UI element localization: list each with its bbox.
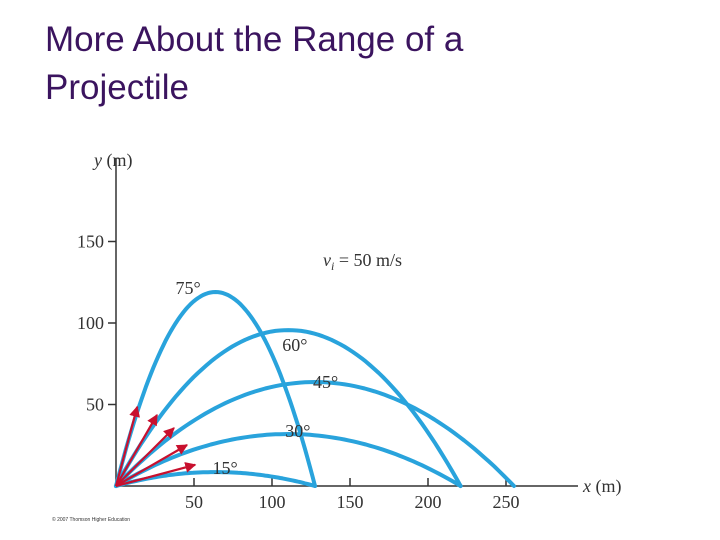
slide-title-line-2: Projectile — [45, 68, 189, 107]
angle-label-15: 15° — [213, 458, 238, 478]
x-tick-label: 150 — [337, 492, 364, 512]
initial-speed-annotation: vi = 50 m/s — [323, 250, 402, 273]
x-tick-label: 100 — [259, 492, 286, 512]
y-tick-label: 100 — [77, 313, 104, 333]
initial-speed-subscript: i — [331, 259, 334, 273]
angle-label-60: 60° — [282, 335, 307, 355]
x-tick-label: 250 — [493, 492, 520, 512]
angle-labels: 75° 60° 45° 30° 15° — [176, 278, 339, 478]
x-axis-unit: (m) — [596, 476, 622, 497]
y-axis-symbol: y — [92, 150, 102, 170]
launch-arrow-45-deg — [115, 427, 175, 487]
angle-label-45: 45° — [313, 372, 338, 392]
trajectory-60-deg — [114, 328, 463, 488]
angle-label-75: 75° — [176, 278, 201, 298]
y-tick-label: 150 — [77, 232, 104, 252]
y-tick-label: 50 — [86, 395, 104, 415]
trajectory-curves — [114, 290, 516, 488]
angle-label-30: 30° — [285, 421, 310, 441]
launch-arrow-60-deg — [115, 414, 158, 487]
x-tick-label: 50 — [185, 492, 203, 512]
launch-arrows — [114, 405, 197, 488]
initial-speed-symbol: v — [323, 250, 331, 270]
y-axis-label: y (m) — [92, 150, 133, 171]
launch-arrow-75-deg — [114, 405, 140, 487]
initial-speed-value: = 50 m/s — [334, 250, 402, 270]
launch-arrow-15-deg — [115, 462, 197, 488]
x-tick-label: 200 — [415, 492, 442, 512]
slide-title-line-1: More About the Range of a — [45, 20, 464, 59]
launch-arrow-30-deg — [115, 444, 188, 487]
axis-ticks: 50 100 150 200 250 50 100 150 — [77, 232, 520, 513]
y-axis-unit: (m) — [107, 150, 133, 171]
trajectory-75-deg — [114, 290, 317, 488]
trajectory-15-deg — [114, 470, 317, 488]
x-axis-label: x (m) — [582, 476, 622, 497]
x-axis-symbol: x — [582, 476, 591, 496]
trajectory-45-deg — [114, 380, 516, 488]
slide-title: More About the Range of a Projectile — [45, 16, 685, 112]
copyright-credit: © 2007 Thomson Higher Education — [52, 516, 130, 523]
trajectory-30-deg — [114, 432, 463, 488]
